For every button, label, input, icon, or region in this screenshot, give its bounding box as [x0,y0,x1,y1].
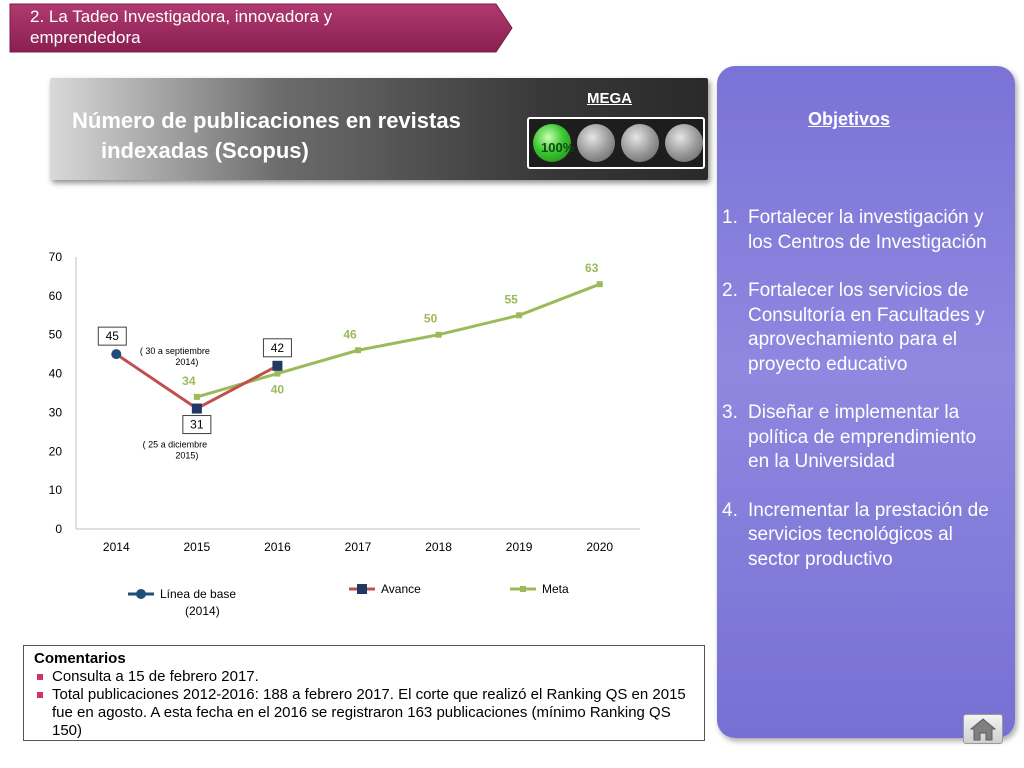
status-percent: 100% [541,140,575,155]
y-tick-label: 40 [49,367,63,381]
annotation-text: ( 30 a septiembre [140,346,210,356]
data-point-meta [435,331,442,338]
legend-label: Meta [542,582,569,596]
page-title: Número de publicaciones en revistas inde… [72,106,492,166]
data-point-meta [516,312,523,319]
comments-box: Comentarios Consulta a 15 de febrero 201… [23,645,705,741]
y-tick-label: 20 [49,444,63,458]
home-button[interactable] [963,714,1003,744]
section-title: 2. La Tadeo Investigadora, innovadora y … [30,6,470,48]
bullet-icon [37,674,43,680]
status-indicator: 100% [527,117,705,169]
status-light-1 [533,124,571,162]
legend-label: Línea de base [160,587,236,601]
objective-item: 2. Fortalecer los servicios de Consultorí… [722,280,985,375]
comments-list: Consulta a 15 de febrero 2017. Total pub… [34,668,694,740]
objectives-list: 1. Fortalecer la investigación y los Cent… [722,206,1002,596]
x-tick-label: 2015 [184,540,211,554]
status-light-2 [577,124,615,162]
status-light-4 [665,124,703,162]
data-point-avance [191,403,202,414]
y-tick-label: 30 [49,405,63,419]
data-label-meta: 55 [504,292,518,306]
data-label-avance: 42 [271,341,285,355]
publications-chart: 0 10 20 30 40 50 60 70 2014 2015 2016 2017 2018 2019 2… [49,250,640,618]
home-icon [969,718,997,741]
objective-item: 1. Fortalecer la investigación y los Cent… [722,207,987,253]
mega-label: MEGA [587,90,632,107]
bullet-icon [37,692,43,698]
comment-item: Consulta a 15 de febrero 2017. [34,668,694,686]
x-tick-label: 2020 [586,540,613,554]
page-title-line1: Número de publicaciones en revistas [72,108,461,133]
status-light-3 [621,124,659,162]
data-point-avance [272,360,283,371]
legend-marker [357,584,367,594]
annotation-text: 2015) [175,450,198,460]
y-tick-label: 70 [49,250,63,264]
annotation-text: 2014) [175,357,198,367]
y-tick-label: 60 [49,289,63,303]
x-tick-label: 2016 [264,540,291,554]
x-tick-label: 2018 [425,540,452,554]
data-label-avance: 31 [190,418,204,432]
objective-item: 3. Diseñar e implementar la política de e… [722,402,977,472]
data-label-base: 45 [106,329,120,343]
annotation-text: ( 25 a diciembre [143,439,208,449]
section-title-line1: 2. La Tadeo Investigadora, innovadora y [30,7,333,26]
data-label-meta: 46 [343,327,357,341]
series-line-meta [196,282,601,399]
y-tick-label: 0 [55,522,62,536]
data-point-meta [355,347,361,354]
objectives-panel [717,66,1015,738]
objectives-title: Objetivos [808,109,891,129]
data-label-box-avance [182,415,212,435]
x-tick-label: 2014 [103,540,130,554]
x-tick-label: 2019 [506,540,533,554]
objective-item: 4. Incrementar la prestación de servicios… [722,499,989,570]
data-point-meta [274,370,281,377]
y-tick-label: 50 [49,328,63,342]
section-banner [9,3,513,53]
y-tick-label: 10 [49,483,63,497]
legend-marker [136,589,146,599]
data-label-meta: 34 [182,374,196,388]
x-tick-label: 2017 [345,540,372,554]
legend-marker [520,586,526,592]
data-label-box-base [97,326,127,346]
data-point-base [111,349,122,360]
page-title-line2: indexadas (Scopus) [101,138,309,163]
data-label-meta: 50 [424,312,438,326]
data-point-meta [596,281,603,288]
data-label-meta: 63 [585,261,599,275]
comments-title: Comentarios [34,650,126,667]
data-label-meta: 40 [271,383,285,397]
legend-label: Avance [381,582,421,596]
section-title-line2: emprendedora [30,28,141,47]
data-point-meta [193,393,200,400]
comment-item: Total publicaciones 2012-2016: 188 a feb… [34,686,694,740]
legend-label: (2014) [185,604,220,618]
data-label-box-avance [262,338,292,358]
